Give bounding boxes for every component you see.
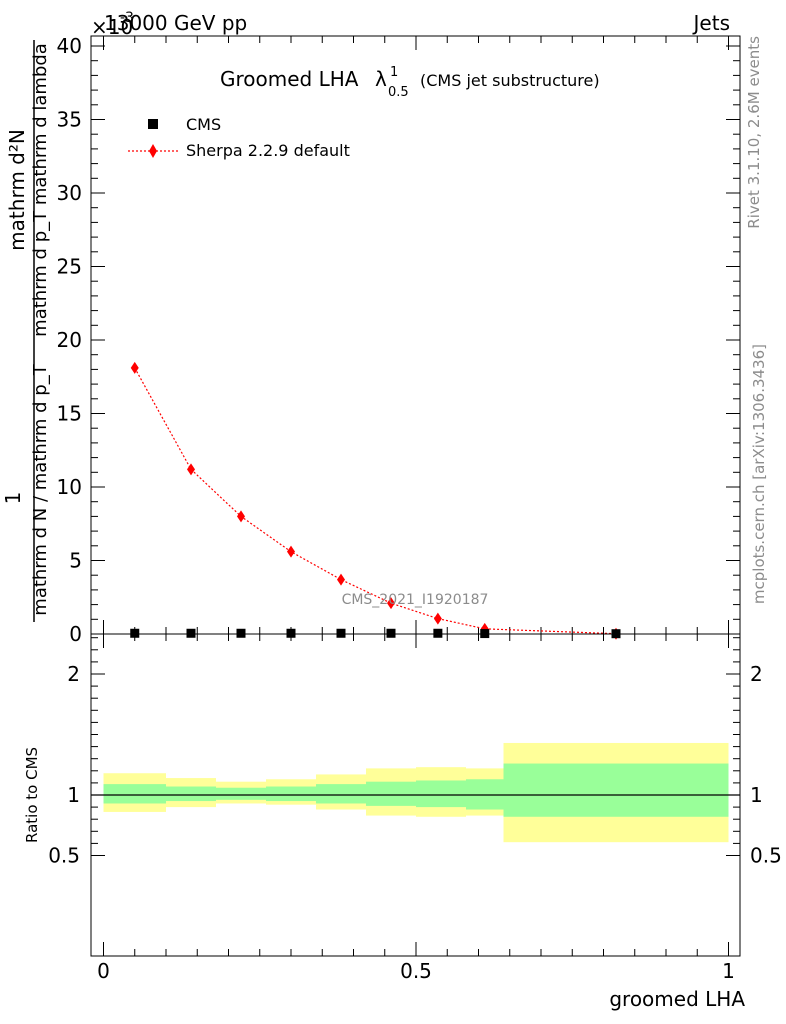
main-ylabel-one: 1 bbox=[1, 492, 25, 505]
title-main: Groomed LHA bbox=[220, 67, 359, 91]
analysis-watermark: CMS_2021_I1920187 bbox=[342, 592, 489, 608]
main-ytick-label: 35 bbox=[57, 108, 82, 132]
ratio-ytick-label-right: 1 bbox=[750, 783, 763, 807]
cms-point bbox=[130, 628, 140, 638]
cms-point bbox=[286, 628, 296, 638]
legend: CMS Sherpa 2.2.9 default bbox=[128, 115, 350, 160]
ratio-inner-band bbox=[466, 779, 504, 810]
legend-marker-cms bbox=[148, 119, 158, 129]
main-ytick-label: 0 bbox=[69, 622, 82, 646]
header-right: Jets bbox=[692, 11, 730, 35]
cms-point bbox=[336, 628, 346, 638]
main-ytick-label: 15 bbox=[57, 402, 82, 426]
ratio-inner-band bbox=[103, 784, 166, 804]
ratio-ylabel: Ratio to CMS bbox=[23, 747, 41, 843]
sherpa-point bbox=[337, 573, 345, 586]
cms-point bbox=[433, 628, 443, 638]
main-ylabel: 1 mathrm d²N mathrm d p_T mathrm d lambd… bbox=[1, 40, 51, 622]
ratio-inner-band bbox=[316, 784, 366, 804]
sherpa-point bbox=[387, 597, 395, 610]
sherpa-point bbox=[287, 545, 295, 558]
side-text-rivet: Rivet 3.1.10, 2.6M events bbox=[745, 36, 763, 229]
sherpa-point bbox=[187, 463, 195, 476]
ratio-inner-band bbox=[166, 786, 216, 802]
main-axes: 0 5 10 15 20 25 30 35 40 bbox=[57, 34, 740, 646]
main-ytick-label: 40 bbox=[57, 34, 82, 58]
legend-marker-sherpa bbox=[149, 144, 157, 158]
ratio-axes: 0.5 0.5 1 1 2 2 0 0.5 1 bbox=[48, 634, 782, 983]
ratio-ytick-label-right: 0.5 bbox=[750, 844, 782, 868]
ratio-inner-band bbox=[216, 787, 266, 800]
ratio-bands bbox=[91, 742, 740, 843]
ratio-inner-band bbox=[503, 763, 729, 817]
main-ytick-label: 30 bbox=[57, 181, 82, 205]
sherpa-point bbox=[433, 612, 442, 625]
cms-point bbox=[186, 628, 196, 638]
ratio-xtick-label: 1 bbox=[722, 959, 735, 983]
ratio-ytick-label-right: 2 bbox=[750, 662, 763, 686]
side-text-mcplots: mcplots.cern.ch [arXiv:1306.3436] bbox=[750, 344, 768, 604]
legend-label-sherpa: Sherpa 2.2.9 default bbox=[186, 141, 350, 160]
exponent-label: ×10 bbox=[91, 15, 133, 39]
main-ylabel-denominator: mathrm d p_T mathrm d lambda bbox=[30, 43, 51, 337]
ratio-inner-band bbox=[416, 780, 466, 808]
plot-title: Groomed LHA λ 1 0.5 (CMS jet substructur… bbox=[220, 65, 600, 100]
main-ytick-label: 25 bbox=[57, 255, 82, 279]
cms-point bbox=[386, 628, 396, 638]
title-sub: 0.5 bbox=[388, 85, 409, 100]
main-ytick-label: 5 bbox=[69, 549, 82, 573]
main-ytick-label: 10 bbox=[57, 475, 82, 499]
title-symbol: λ bbox=[375, 67, 387, 91]
ratio-inner-band bbox=[266, 786, 316, 802]
ratio-ytick-label-left: 1 bbox=[67, 783, 80, 807]
title-subtitle: (CMS jet substructure) bbox=[420, 71, 600, 90]
ratio-xtick-label: 0 bbox=[97, 959, 110, 983]
main-ylabel-lower: mathrm d N / mathrm d p_T bbox=[30, 363, 51, 615]
ratio-inner-band bbox=[366, 781, 416, 806]
legend-label-cms: CMS bbox=[186, 115, 221, 134]
sherpa-point bbox=[237, 510, 245, 523]
main-ylabel-numerator: mathrm d²N bbox=[5, 129, 29, 251]
exponent-sup: -3 bbox=[120, 10, 134, 26]
title-sup: 1 bbox=[390, 65, 398, 80]
ratio-ytick-label-left: 2 bbox=[67, 662, 80, 686]
cms-point bbox=[236, 628, 246, 638]
sherpa-point bbox=[130, 361, 139, 374]
main-ytick-label: 20 bbox=[57, 328, 82, 352]
ratio-ytick-label-left: 0.5 bbox=[48, 844, 80, 868]
ratio-xtick-label: 0.5 bbox=[400, 959, 432, 983]
ratio-xlabel: groomed LHA bbox=[609, 987, 745, 1011]
header-left: 13000 GeV pp bbox=[104, 11, 247, 35]
